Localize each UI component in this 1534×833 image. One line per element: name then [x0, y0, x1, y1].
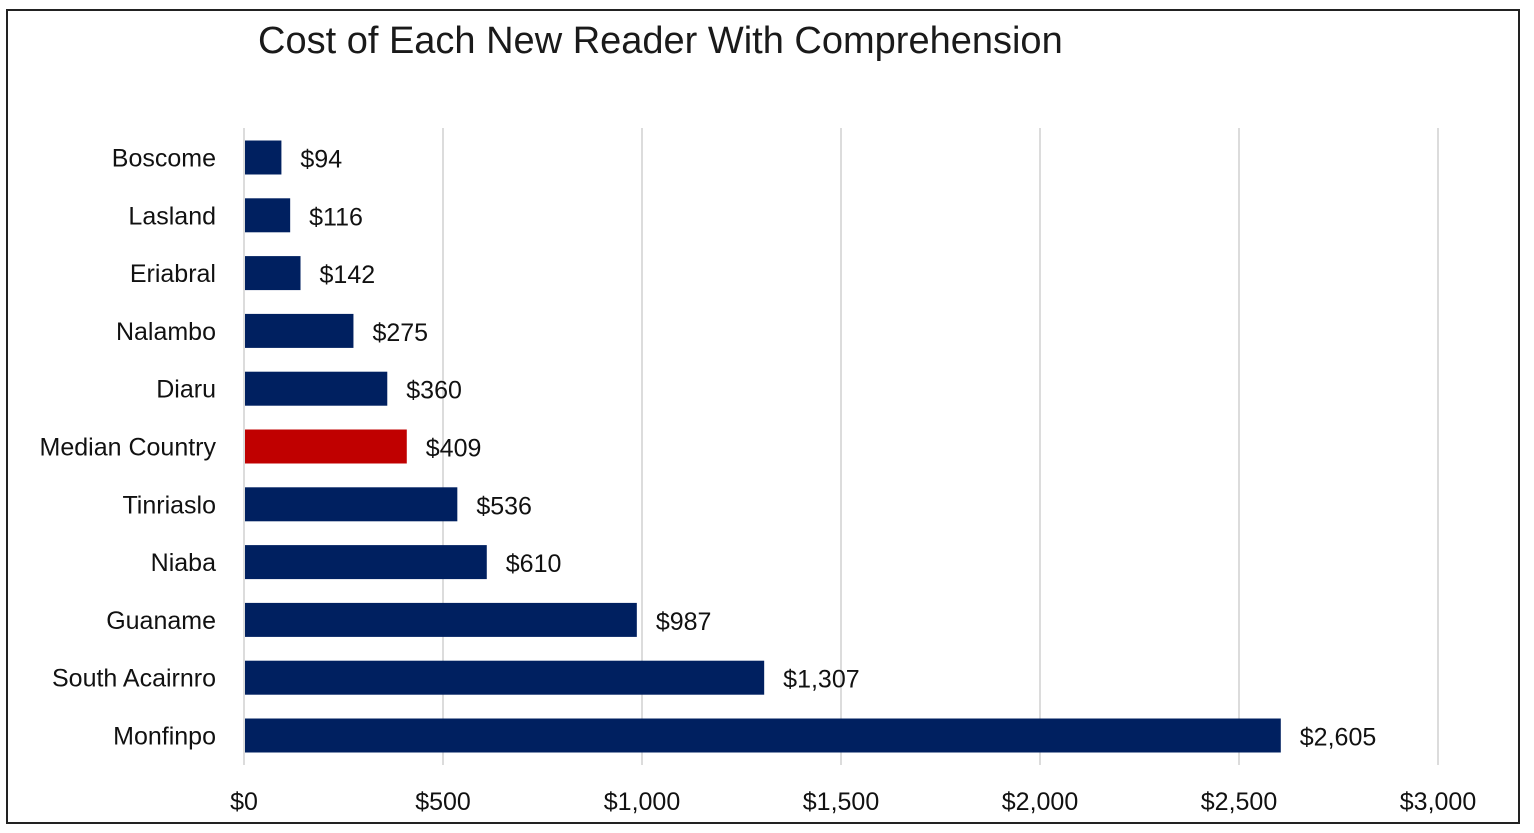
data-label: $1,307	[783, 666, 859, 694]
x-tick-label: $1,000	[604, 788, 680, 816]
bar	[245, 371, 388, 406]
data-label: $116	[309, 203, 363, 231]
data-label: $360	[406, 377, 462, 405]
category-label: Lasland	[128, 202, 216, 230]
data-label: $536	[476, 492, 532, 520]
category-label: Diaru	[156, 376, 216, 404]
data-label: $2,605	[1300, 724, 1376, 752]
chart-title: Cost of Each New Reader With Comprehensi…	[258, 20, 1063, 62]
data-label: $409	[426, 435, 482, 463]
bar	[245, 198, 291, 233]
x-tick-label: $1,500	[803, 788, 879, 816]
category-label: Boscome	[112, 145, 216, 173]
bar	[245, 140, 282, 175]
x-tick-label: $3,000	[1400, 788, 1476, 816]
x-tick-label: $0	[230, 788, 258, 816]
category-label: Tinriaslo	[122, 491, 216, 519]
data-label: $610	[506, 550, 562, 578]
bar	[245, 602, 637, 637]
data-label: $142	[320, 261, 376, 289]
bar	[245, 313, 354, 348]
category-label: Median Country	[40, 434, 217, 462]
category-label: Niaba	[151, 549, 216, 577]
bar	[245, 545, 487, 580]
x-tick-label: $500	[415, 788, 471, 816]
bar	[245, 429, 407, 464]
category-label: Eriabral	[130, 260, 216, 288]
data-label: $987	[656, 608, 712, 636]
bar	[245, 660, 765, 695]
x-tick-label: $2,000	[1002, 788, 1078, 816]
category-label: Guaname	[106, 607, 216, 635]
x-tick-label: $2,500	[1201, 788, 1277, 816]
data-label: $275	[372, 319, 428, 347]
bar	[245, 718, 1281, 753]
data-label: $94	[300, 146, 342, 174]
bar	[245, 487, 458, 522]
bar	[245, 256, 301, 291]
category-label: Nalambo	[116, 318, 216, 346]
category-label: Monfinpo	[113, 723, 216, 751]
category-label: South Acairnro	[52, 665, 216, 693]
